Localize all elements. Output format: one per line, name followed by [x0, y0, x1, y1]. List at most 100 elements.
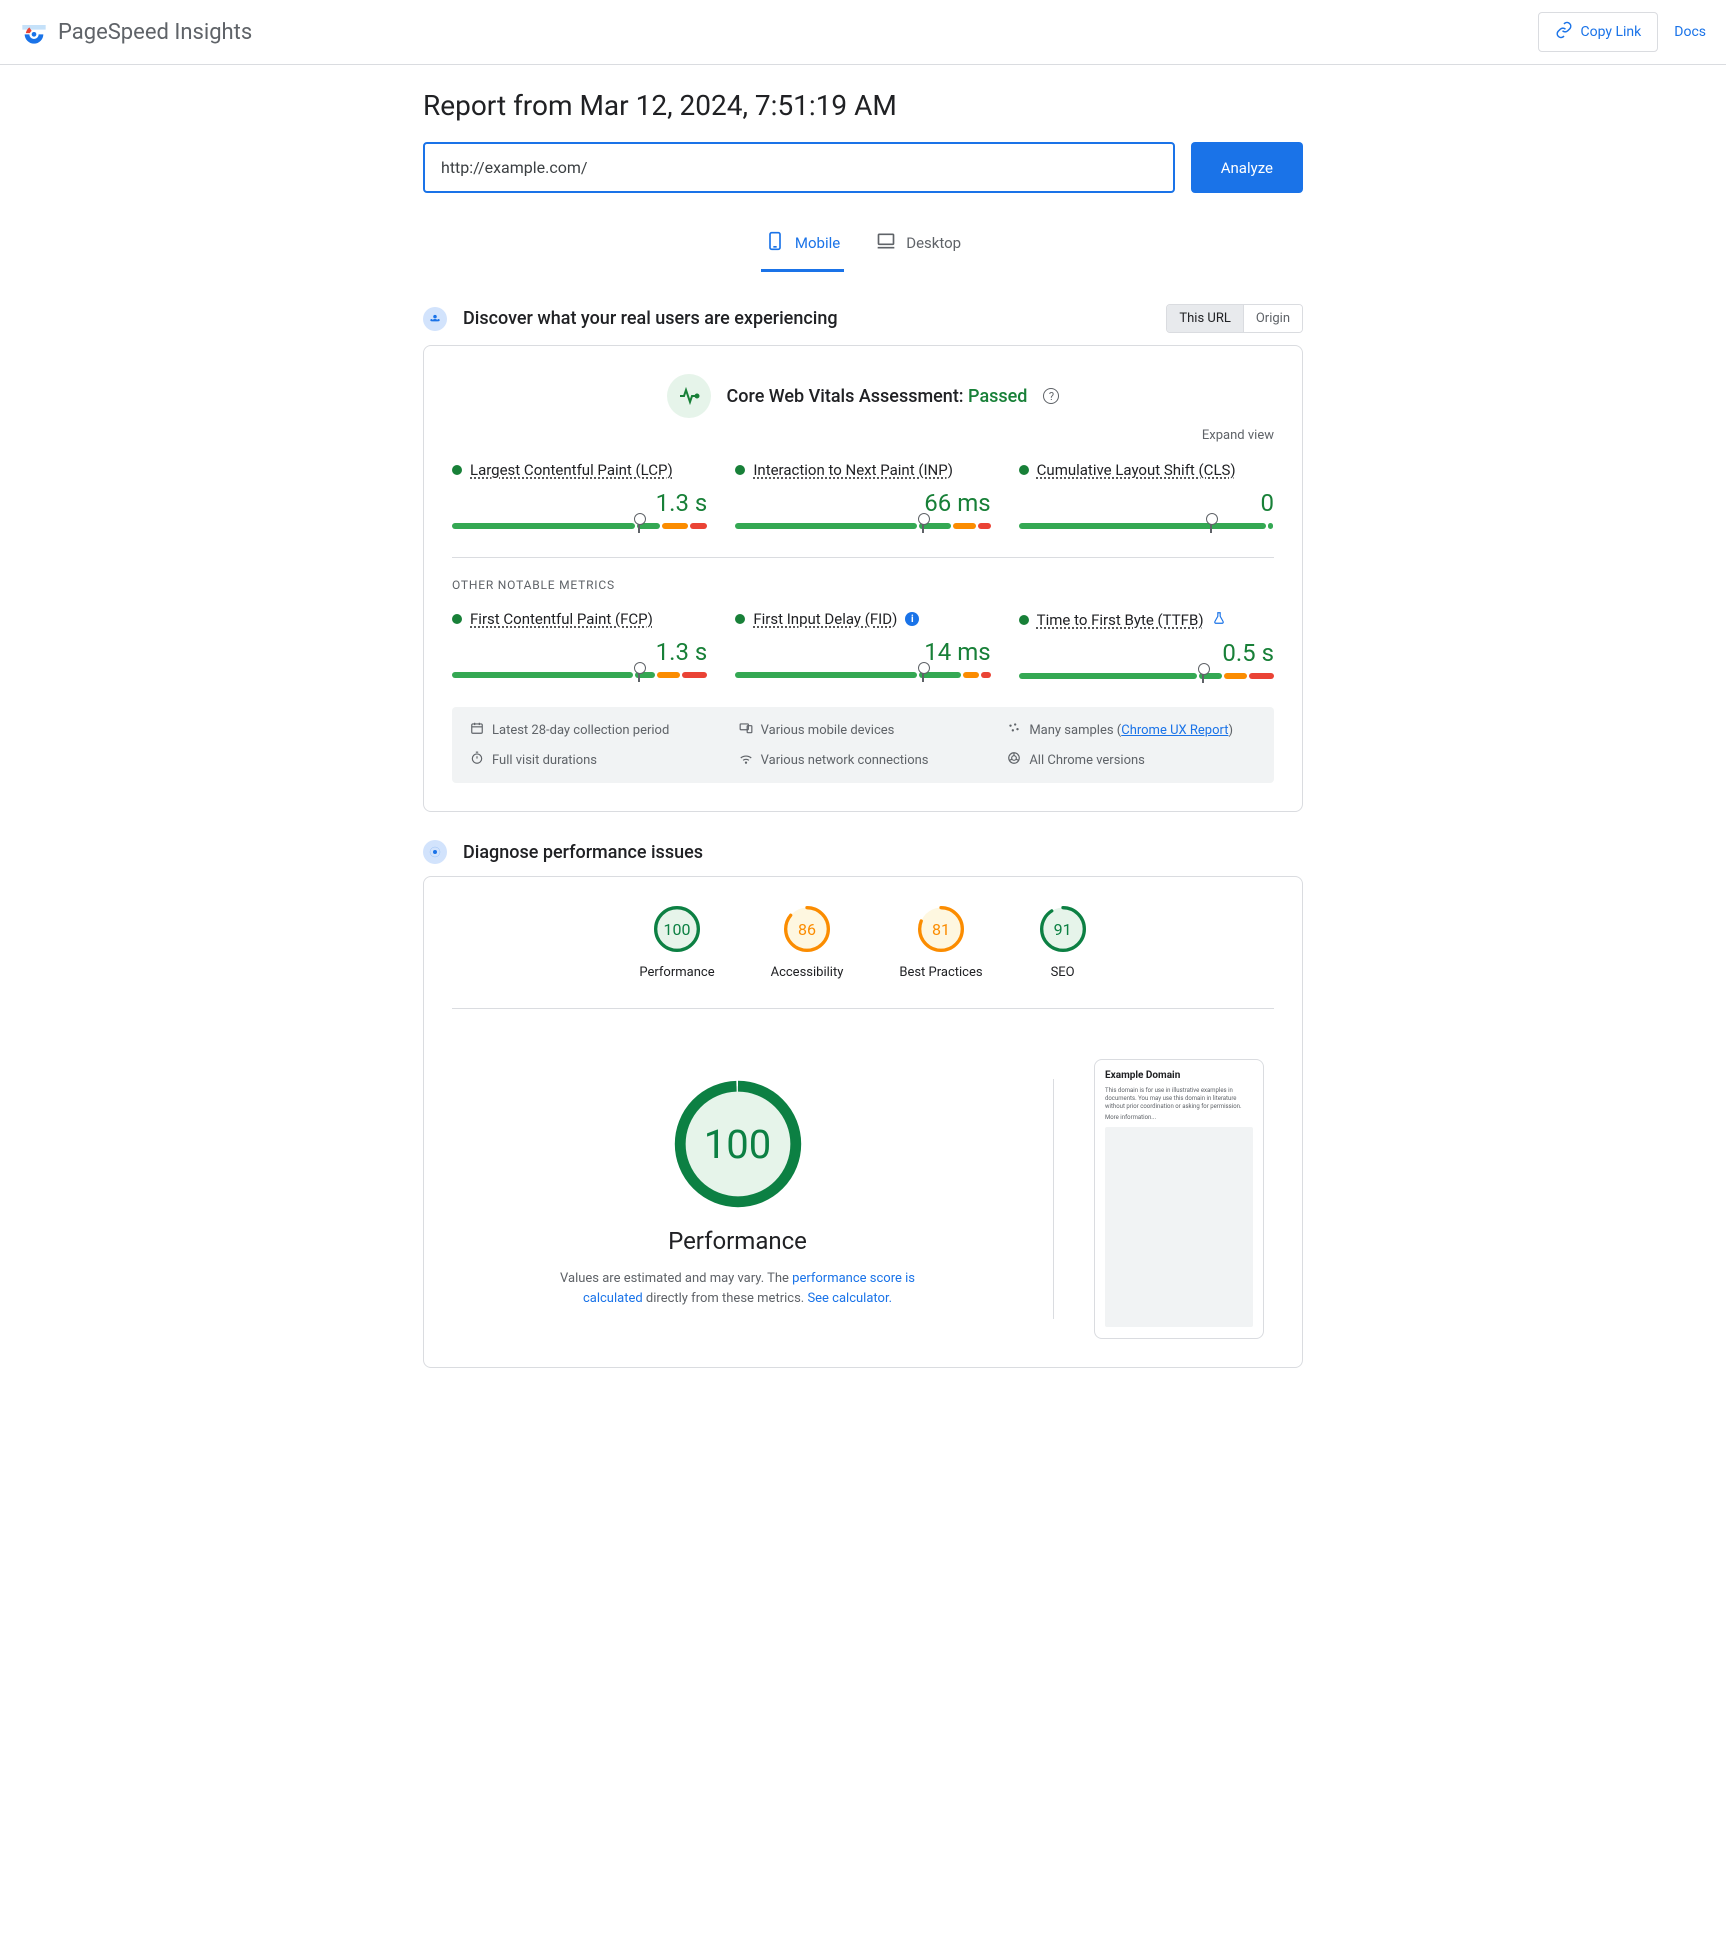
footer-samples-text: Many samples (Chrome UX Report)	[1029, 723, 1233, 738]
section-left: Discover what your real users are experi…	[423, 307, 838, 331]
percentile-marker-icon	[922, 668, 924, 682]
metric-ttfb: Time to First Byte (TTFB) 0.5 s	[1019, 610, 1274, 679]
devices-icon	[739, 721, 753, 739]
copy-link-button[interactable]: Copy Link	[1538, 12, 1659, 52]
other-metrics-label: OTHER NOTABLE METRICS	[452, 578, 1274, 592]
footer-period: Latest 28-day collection period	[470, 721, 719, 739]
gauge-performance[interactable]: 100 Performance	[639, 905, 714, 980]
device-tabs: Mobile Desktop	[423, 221, 1303, 272]
screenshot-preview: Example Domain This domain is for use in…	[1094, 1059, 1264, 1339]
gauge-ring: 86	[783, 905, 831, 953]
metric-name-row: First Input Delay (FID) i	[735, 610, 990, 628]
info-icon[interactable]: ?	[1043, 388, 1059, 404]
core-metrics-grid: Largest Contentful Paint (LCP) 1.3 s Int…	[452, 461, 1274, 529]
metric-distribution-bar	[452, 672, 707, 678]
link-icon	[1555, 21, 1573, 43]
gauge-ring: 81	[917, 905, 965, 953]
metric-fcp: First Contentful Paint (FCP) 1.3 s	[452, 610, 707, 679]
metrics-divider	[452, 557, 1274, 558]
status-dot-icon	[452, 465, 462, 475]
pulse-icon	[667, 374, 711, 418]
metric-value: 66 ms	[735, 489, 990, 517]
footer-versions: All Chrome versions	[1007, 751, 1256, 769]
metric-name-link[interactable]: Largest Contentful Paint (LCP)	[470, 461, 673, 479]
lighthouse-section-title: Diagnose performance issues	[463, 842, 703, 863]
percentile-marker-icon	[922, 519, 924, 533]
scope-origin-button[interactable]: Origin	[1244, 305, 1302, 332]
gauge-ring: 91	[1039, 905, 1087, 953]
metric-name-link[interactable]: Interaction to Next Paint (INP)	[753, 461, 953, 479]
main-container: Report from Mar 12, 2024, 7:51:19 AM Ana…	[423, 65, 1303, 1456]
footer-durations-text: Full visit durations	[492, 753, 597, 768]
info-badge-icon[interactable]: i	[905, 612, 919, 626]
footer-period-text: Latest 28-day collection period	[492, 723, 669, 738]
gauge-seo[interactable]: 91 SEO	[1039, 905, 1087, 980]
gauge-accessibility[interactable]: 86 Accessibility	[771, 905, 844, 980]
vertical-divider	[1053, 1079, 1054, 1319]
metric-distribution-bar	[452, 523, 707, 529]
metric-name-row: Interaction to Next Paint (INP)	[735, 461, 990, 479]
metric-distribution-bar	[1019, 673, 1274, 679]
gauge-score: 81	[917, 905, 965, 953]
preview-body-text: This domain is for use in illustrative e…	[1105, 1087, 1253, 1110]
preview-body-placeholder	[1105, 1127, 1253, 1327]
metric-name-row: Time to First Byte (TTFB)	[1019, 610, 1274, 629]
network-icon	[739, 751, 753, 769]
big-gauge-score: 100	[673, 1079, 803, 1209]
footer-durations: Full visit durations	[470, 751, 719, 769]
docs-link[interactable]: Docs	[1674, 24, 1706, 40]
metric-distribution-bar	[735, 672, 990, 678]
pagespeed-logo-icon	[20, 18, 48, 46]
footer-network: Various network connections	[739, 751, 988, 769]
url-input[interactable]	[423, 142, 1175, 193]
tab-desktop[interactable]: Desktop	[872, 221, 965, 272]
status-dot-icon	[1019, 615, 1029, 625]
tab-mobile[interactable]: Mobile	[761, 221, 844, 272]
mobile-icon	[765, 231, 785, 255]
metric-value: 14 ms	[735, 638, 990, 666]
percentile-marker-icon	[638, 668, 640, 682]
performance-detail: 100 Performance Values are estimated and…	[452, 1059, 1274, 1339]
desktop-icon	[876, 231, 896, 255]
metric-name-link[interactable]: First Input Delay (FID)	[753, 610, 897, 628]
metric-value: 1.3 s	[452, 489, 707, 517]
performance-heading: Performance	[462, 1227, 1013, 1255]
lighthouse-divider	[452, 1008, 1274, 1009]
gauge-score: 86	[783, 905, 831, 953]
gauge-best practices[interactable]: 81 Best Practices	[899, 905, 982, 980]
expand-view-link[interactable]: Expand view	[452, 428, 1274, 443]
metric-fid: First Input Delay (FID) i 14 ms	[735, 610, 990, 679]
metric-name-link[interactable]: Cumulative Layout Shift (CLS)	[1037, 461, 1236, 479]
percentile-marker-icon	[1202, 669, 1204, 683]
flask-icon	[1212, 610, 1226, 629]
cwv-status: Passed	[968, 386, 1027, 407]
other-metrics-grid: First Contentful Paint (FCP) 1.3 s First…	[452, 610, 1274, 679]
analyze-button[interactable]: Analyze	[1191, 142, 1303, 193]
metric-name-link[interactable]: Time to First Byte (TTFB)	[1037, 611, 1204, 629]
tab-mobile-label: Mobile	[795, 234, 840, 252]
see-calculator-link[interactable]: See calculator.	[807, 1291, 892, 1306]
footer-samples: Many samples (Chrome UX Report)	[1007, 721, 1256, 739]
chrome-ux-report-link[interactable]: Chrome UX Report	[1121, 723, 1228, 738]
performance-description: Values are estimated and may vary. The p…	[558, 1269, 918, 1308]
metric-lcp: Largest Contentful Paint (LCP) 1.3 s	[452, 461, 707, 529]
footer-devices: Various mobile devices	[739, 721, 988, 739]
lighthouse-card: 100 Performance 86 Accessibility 81 Best…	[423, 876, 1303, 1368]
status-dot-icon	[1019, 465, 1029, 475]
metric-name-link[interactable]: First Contentful Paint (FCP)	[470, 610, 653, 628]
tab-desktop-label: Desktop	[906, 234, 961, 252]
product-name: PageSpeed Insights	[58, 20, 252, 45]
preview-title: Example Domain	[1105, 1070, 1253, 1081]
big-performance-gauge: 100	[673, 1079, 803, 1209]
users-icon	[423, 307, 447, 331]
metric-name-row: First Contentful Paint (FCP)	[452, 610, 707, 628]
metric-value: 0.5 s	[1019, 639, 1274, 667]
metric-value: 1.3 s	[452, 638, 707, 666]
gauge-label: Best Practices	[899, 965, 982, 980]
header-right: Copy Link Docs	[1538, 12, 1707, 52]
copy-link-label: Copy Link	[1581, 24, 1642, 40]
gauge-label: Performance	[639, 965, 714, 980]
scope-this-url-button[interactable]: This URL	[1167, 305, 1243, 332]
gauge-score: 100	[653, 905, 701, 953]
gauge-label: Accessibility	[771, 965, 844, 980]
